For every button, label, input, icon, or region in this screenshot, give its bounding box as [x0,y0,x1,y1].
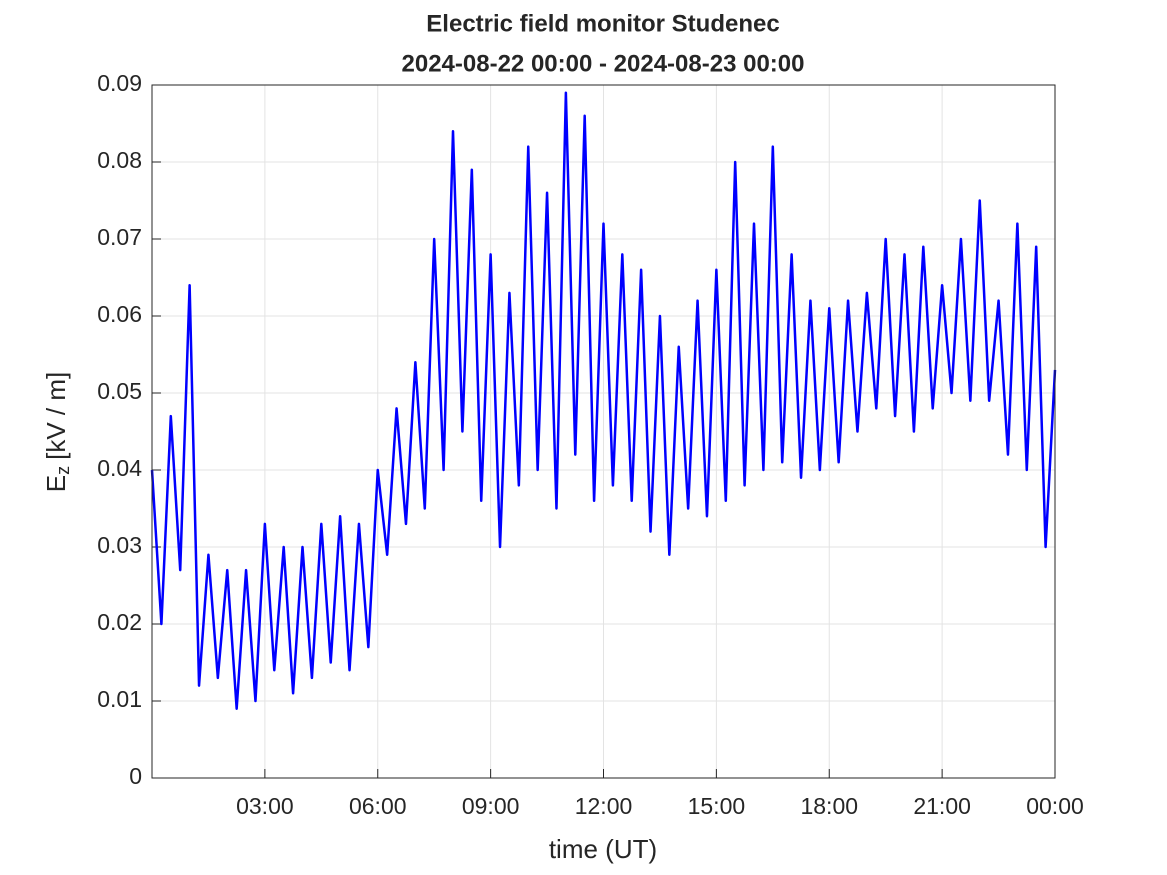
chart-subtitle: 2024-08-22 00:00 - 2024-08-23 00:00 [402,50,805,77]
x-tick-label: 06:00 [349,793,407,819]
y-tick-label: 0.04 [97,455,142,481]
y-tick-label: 0.07 [97,224,142,250]
y-tick-label: 0.03 [97,532,142,558]
y-tick-label: 0.05 [97,378,142,404]
x-tick-label: 15:00 [688,793,746,819]
x-axis-label: time (UT) [549,834,657,864]
plot-frame [151,84,1056,779]
chart-title: Electric field monitor Studenec [426,10,779,37]
x-tick-label: 09:00 [462,793,520,819]
x-tick-label: 18:00 [800,793,858,819]
y-tick-label: 0.08 [97,147,142,173]
x-tick-label: 03:00 [236,793,294,819]
y-symbol: E [41,475,71,492]
y-subscript: z [53,466,73,475]
y-axis-label: Ez [kV / m] [41,372,73,492]
data-line [150,91,1057,710]
x-tick-label: 12:00 [575,793,633,819]
y-tick-label: 0.02 [97,609,142,635]
x-tick-label: 00:00 [1026,793,1084,819]
y-tick-label: 0.01 [97,686,142,712]
y-tick-label: 0 [129,763,142,789]
y-tick-label: 0.09 [97,70,142,96]
y-unit: [kV / m] [41,372,71,460]
y-tick-label: 0.06 [97,301,142,327]
x-tick-label: 21:00 [913,793,971,819]
